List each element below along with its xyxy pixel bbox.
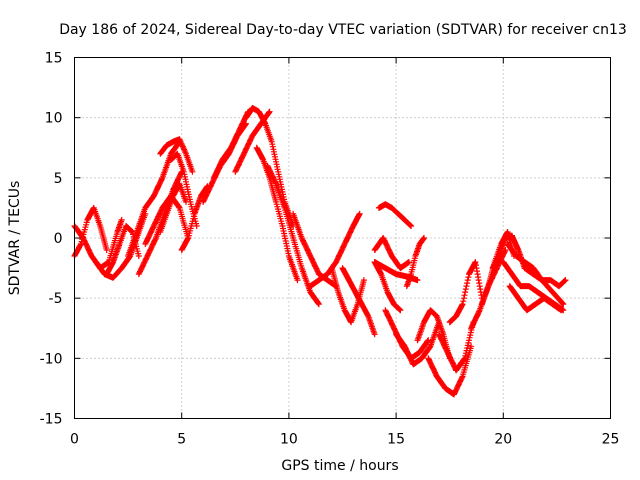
x-tick-labels: 0 5 10 15 20 25 <box>70 432 619 448</box>
x-tick-label: 15 <box>387 432 405 448</box>
series-arc-20 <box>328 265 367 326</box>
series-arc-23 <box>375 201 415 229</box>
series-arc-31 <box>436 319 477 374</box>
data-point-markers <box>210 108 252 181</box>
series-arc-13 <box>210 108 252 181</box>
series-arc-39 <box>504 241 567 308</box>
data-point-markers <box>264 162 322 308</box>
chart-title: Day 186 of 2024, Sidereal Day-to-day VTE… <box>59 22 627 38</box>
series-arc-5 <box>125 138 183 259</box>
data-point-markers <box>393 319 442 368</box>
data-marks <box>71 105 569 398</box>
series-arc-37 <box>506 283 565 314</box>
y-tick-label: 5 <box>54 171 63 187</box>
series-arc-7 <box>142 192 192 247</box>
series-arc-24 <box>371 235 412 272</box>
data-point-markers <box>328 265 367 326</box>
y-tick-label: -5 <box>49 291 63 307</box>
y-tick-label: -15 <box>40 412 63 428</box>
series-arc-11 <box>178 183 211 253</box>
data-point-markers <box>506 283 565 314</box>
data-point-markers <box>157 180 189 235</box>
data-point-markers <box>157 136 196 175</box>
series-arc-8 <box>157 180 189 235</box>
x-tick-label: 25 <box>602 432 620 448</box>
y-tick-label: -10 <box>40 351 63 367</box>
series-arc-21 <box>339 265 378 338</box>
data-point-markers <box>504 241 567 308</box>
x-tick-label: 0 <box>70 432 79 448</box>
x-tick-label: 5 <box>177 432 186 448</box>
y-tick-labels: -15 -10 -5 0 5 10 15 <box>40 51 63 428</box>
x-tick-label: 20 <box>494 432 512 448</box>
data-point-markers <box>125 138 183 259</box>
series-arc-32 <box>446 259 485 326</box>
axis-ticks <box>74 57 611 419</box>
x-tick-label: 10 <box>280 432 298 448</box>
series-arc-30 <box>425 343 475 398</box>
series-arc-28 <box>393 319 442 368</box>
data-point-markers <box>375 201 415 229</box>
y-tick-label: 0 <box>54 231 63 247</box>
data-point-markers <box>425 343 475 398</box>
data-point-markers <box>446 259 485 326</box>
series-arc-17 <box>264 162 322 308</box>
series-arc-26 <box>403 235 427 290</box>
y-axis-label: SDTVAR / TECUs <box>7 181 23 296</box>
data-point-markers <box>436 319 477 374</box>
x-axis-label: GPS time / hours <box>281 458 398 474</box>
data-point-markers <box>178 183 211 253</box>
y-tick-label: 10 <box>45 111 63 127</box>
data-point-markers <box>371 235 412 272</box>
data-point-markers <box>339 265 378 338</box>
data-point-markers <box>403 235 427 290</box>
y-tick-label: 15 <box>45 51 63 67</box>
data-point-markers <box>142 192 192 247</box>
series-arc-9 <box>157 136 196 175</box>
